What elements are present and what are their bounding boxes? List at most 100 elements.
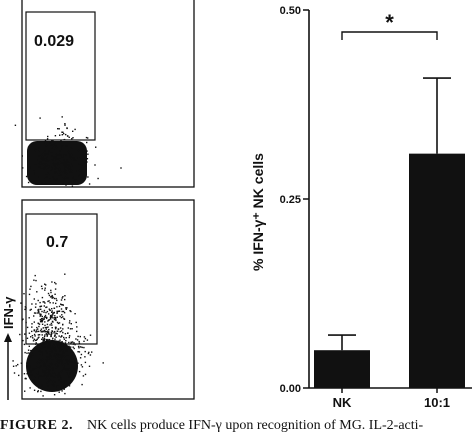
flow-event-dot (51, 384, 53, 386)
flow-event-dot (70, 157, 73, 160)
flow-event-dot (35, 329, 38, 331)
flow-event-dot (41, 296, 44, 299)
flow-event-dot (77, 362, 79, 364)
flow-event-dot (47, 165, 50, 167)
flow-event-dot (14, 124, 17, 126)
flow-event-dot (33, 172, 35, 175)
flow-event-dot (40, 308, 42, 310)
flow-event-dot (74, 160, 77, 162)
flow-event-dot (54, 328, 57, 330)
flow-event-dot (69, 155, 71, 158)
flow-event-dot (34, 368, 37, 370)
y-ticks: 0.00 0.25 0.50 (280, 5, 309, 395)
flow-event-dot (62, 177, 65, 179)
flow-event-dot (73, 360, 75, 362)
flow-event-dot (67, 368, 69, 371)
flow-event-dot (24, 351, 26, 354)
flow-event-dot (60, 375, 62, 378)
flow-event-dot (44, 316, 46, 318)
flow-event-dot (43, 167, 45, 170)
flow-event-dot (41, 343, 44, 345)
flow-event-dot (72, 137, 74, 139)
flow-event-dot (34, 348, 36, 350)
flow-event-dot (63, 336, 65, 339)
flow-event-dot (71, 371, 74, 374)
flow-event-dot (78, 351, 81, 353)
flow-event-dot (55, 385, 57, 388)
flow-event-dot (64, 342, 67, 344)
flow-event-dot (70, 343, 72, 345)
flow-event-dot (70, 341, 72, 344)
flow-event-dot (50, 289, 52, 292)
flow-event-dot (53, 332, 55, 334)
flow-event-dot (70, 357, 72, 359)
flow-event-dot (40, 319, 43, 321)
flow-event-dot (58, 322, 61, 324)
flow-event-dot (65, 337, 67, 339)
axis-label: IFN-γ (1, 296, 16, 329)
flow-event-dot (71, 138, 73, 140)
flow-event-dot (63, 317, 65, 320)
flow-event-dot (73, 157, 75, 159)
flow-event-dot (58, 360, 60, 362)
flow-event-dot (40, 351, 43, 353)
flow-event-dot (48, 344, 51, 347)
flow-event-dot (41, 318, 44, 320)
flow-event-dot (38, 350, 40, 352)
flow-event-dot (54, 363, 57, 365)
flow-event-dot (12, 365, 15, 367)
flow-event-dot (52, 337, 54, 339)
flow-event-dot (44, 326, 46, 329)
flow-event-dot (46, 367, 49, 370)
flow-event-dot (45, 163, 47, 166)
flow-event-dot (57, 364, 59, 367)
flow-event-dot (33, 338, 35, 340)
flow-event-dot (61, 145, 63, 147)
flow-event-dot (46, 366, 48, 368)
flow-event-dot (63, 382, 65, 384)
flow-event-dot (41, 182, 43, 184)
flow-event-dot (42, 395, 44, 397)
flow-event-dot (55, 318, 57, 320)
flow-event-dot (46, 316, 48, 319)
flow-event-dot (71, 341, 74, 343)
flow-event-dot (57, 385, 59, 387)
flow-event-dot (55, 167, 58, 169)
flow-event-dot (47, 292, 50, 295)
flow-event-dot (52, 344, 55, 347)
flow-event-dot (37, 312, 39, 314)
flow-event-dot (28, 366, 30, 368)
flow-event-dot (30, 336, 32, 338)
flow-event-dot (43, 156, 45, 159)
flow-event-dot (63, 359, 65, 361)
flow-event-dot (48, 332, 50, 334)
y-tick-label: 0.50 (280, 5, 301, 17)
flow-event-dot (68, 360, 70, 362)
flow-event-dot (29, 387, 31, 389)
flow-event-dot (31, 303, 33, 305)
flow-event-dot (48, 319, 50, 321)
flow-event-dot (63, 342, 65, 344)
flow-event-dot (64, 123, 66, 125)
flow-event-dot (45, 359, 47, 361)
flow-event-dot (73, 347, 75, 350)
flow-event-dot (59, 134, 61, 136)
flow-event-dot (28, 360, 30, 362)
flow-event-dot (45, 317, 48, 320)
flow-event-dot (65, 380, 67, 382)
flow-event-dot (34, 164, 37, 166)
flow-event-dot (56, 343, 58, 345)
flow-event-dot (47, 152, 49, 155)
flow-event-dot (37, 373, 39, 375)
flow-event-dot (34, 376, 36, 378)
flow-event-dot (54, 330, 56, 333)
flow-event-dot (120, 167, 122, 169)
flow-event-dot (71, 155, 73, 158)
flow-event-dot (12, 360, 14, 362)
flow-event-dot (45, 377, 48, 380)
flow-event-dot (54, 340, 56, 343)
flow-event-dot (66, 177, 69, 179)
flow-event-dot (65, 154, 67, 156)
flow-event-dot (78, 169, 80, 172)
flow-event-dot (21, 155, 23, 157)
